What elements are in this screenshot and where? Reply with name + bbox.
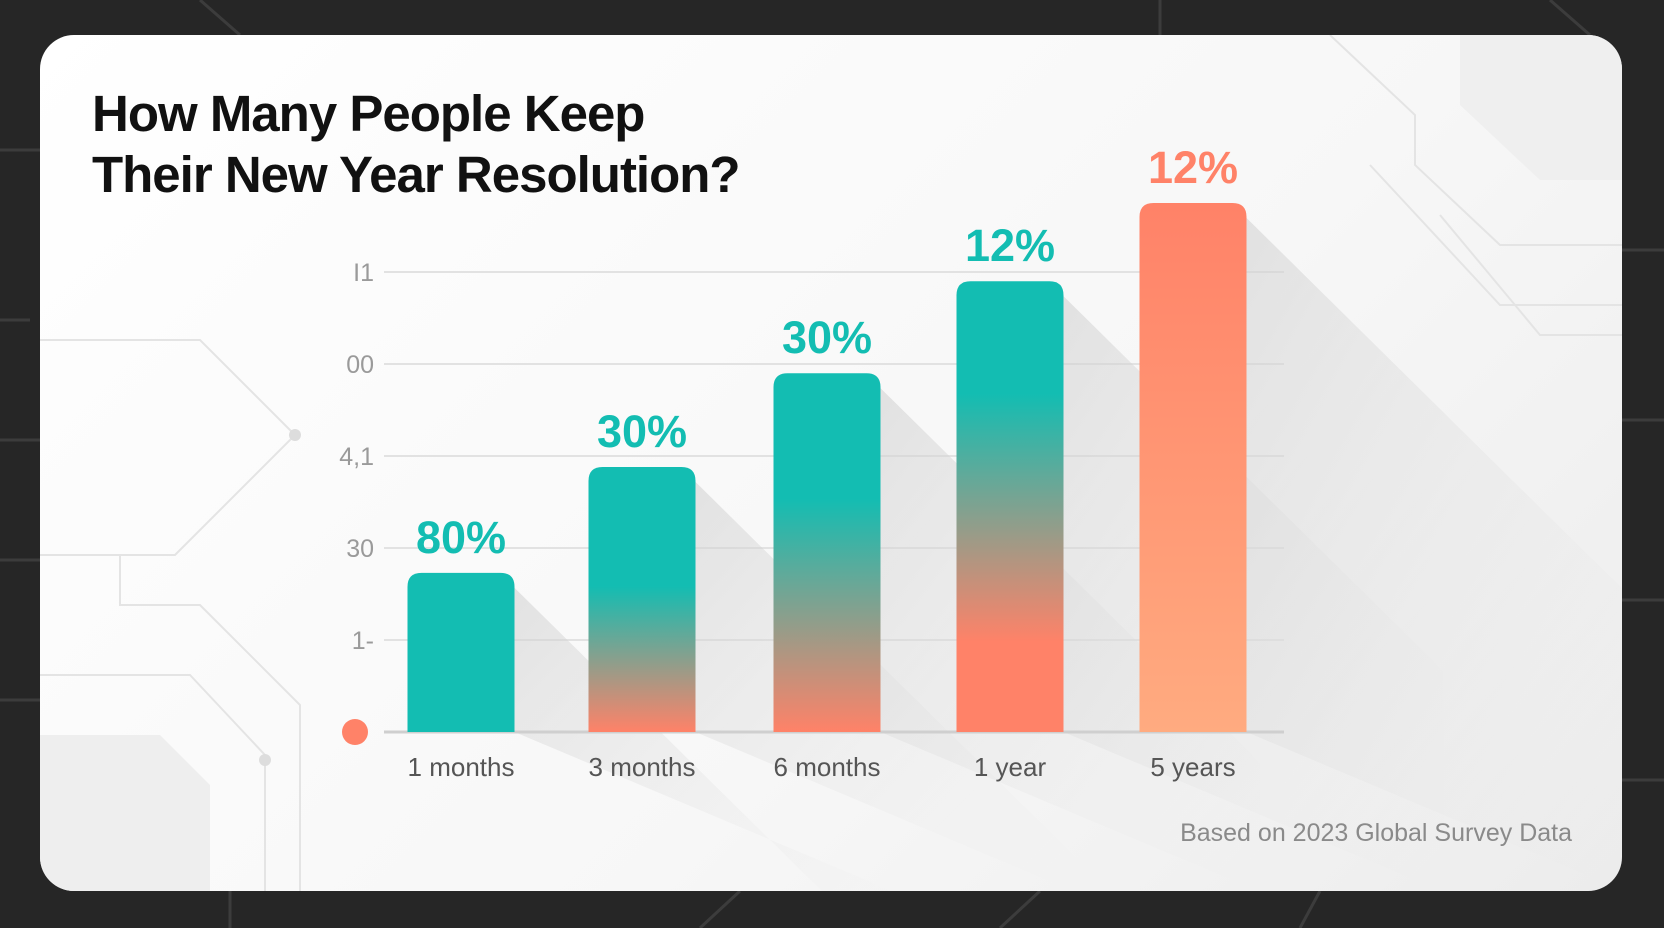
data-label: 80% bbox=[416, 512, 506, 563]
x-tick-label: 3 months bbox=[589, 752, 696, 782]
bar bbox=[956, 281, 1064, 732]
bar bbox=[773, 373, 881, 732]
data-label: 30% bbox=[782, 312, 872, 363]
x-tick-label: 1 year bbox=[974, 752, 1047, 782]
bar-shadow bbox=[509, 582, 893, 891]
chart-card: How Many People Keep Their New Year Reso… bbox=[40, 35, 1622, 891]
title-line-1: How Many People Keep bbox=[92, 85, 645, 142]
chart-title: How Many People Keep Their New Year Reso… bbox=[92, 83, 741, 205]
y-tick-label: I1 bbox=[353, 259, 374, 287]
axis-origin-dot bbox=[342, 719, 368, 745]
data-label: 12% bbox=[965, 220, 1055, 271]
data-label: 12% bbox=[1148, 142, 1238, 193]
title-line-2: Their New Year Resolution? bbox=[92, 146, 741, 203]
y-tick-label: 00 bbox=[346, 351, 374, 379]
x-tick-label: 5 years bbox=[1150, 752, 1235, 782]
x-tick-label: 1 months bbox=[408, 752, 515, 782]
y-tick-label: 30 bbox=[346, 535, 374, 563]
y-tick-label: 1- bbox=[352, 627, 374, 655]
bar bbox=[588, 467, 696, 732]
circuit-decoration bbox=[40, 35, 1622, 891]
y-tick-label: 4,1 bbox=[339, 443, 374, 471]
bar bbox=[407, 572, 515, 732]
footnote: Based on 2023 Global Survey Data bbox=[1180, 819, 1572, 847]
data-label: 30% bbox=[597, 406, 687, 457]
x-tick-label: 6 months bbox=[774, 752, 881, 782]
bar-shadow bbox=[1241, 213, 1622, 891]
bar-chart: 1- 30 4,1 00 I1 80% 1 months 30% 3 months 30% 6 mo… bbox=[339, 142, 1622, 891]
bar bbox=[1139, 203, 1247, 732]
